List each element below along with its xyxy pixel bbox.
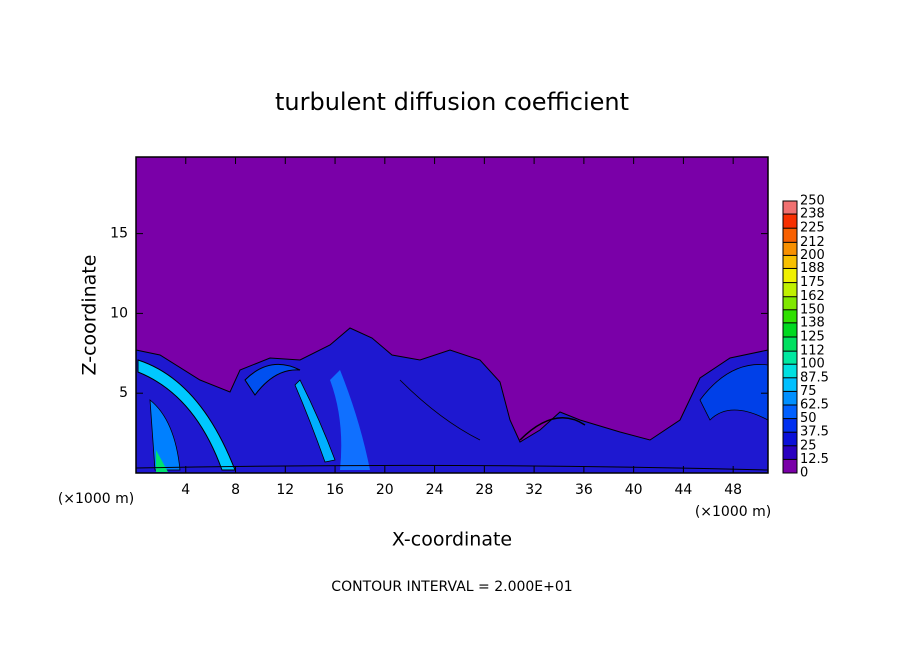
- x-tick-label: 12: [276, 482, 294, 498]
- field-region: [156, 450, 168, 472]
- field-region: [135, 327, 769, 474]
- y-tick-label: 15: [110, 226, 128, 242]
- field-region: [149, 399, 181, 471]
- colorbar-tick-label: 150: [800, 302, 825, 317]
- colorbar-segment: [783, 445, 797, 460]
- contour-line: [135, 464, 769, 471]
- colorbar-segment: [783, 364, 797, 378]
- field-region: [330, 370, 370, 470]
- colorbar-tick-label: 250: [800, 194, 825, 209]
- x-tick-label: 24: [426, 482, 444, 498]
- x-tick-label: 48: [724, 482, 742, 498]
- colorbar-tick-label: 200: [800, 248, 825, 263]
- chart-title: turbulent diffusion coefficient: [275, 88, 629, 116]
- plot-frame: [135, 156, 769, 474]
- x-tick-label: 16: [326, 482, 344, 498]
- colorbar-tick-label: 62.5: [800, 398, 829, 413]
- colorbar-segment: [783, 351, 797, 365]
- colorbar-segment: [783, 459, 797, 473]
- colorbar-tick-label: 25: [800, 438, 817, 453]
- colorbar-segment: [783, 309, 797, 323]
- x-tick-label: 32: [525, 482, 543, 498]
- colorbar-segment: [783, 377, 797, 392]
- colorbar-tick-label: 37.5: [800, 425, 829, 440]
- contour-line: [399, 379, 481, 441]
- colorbar-tick-label: 125: [800, 330, 825, 345]
- field: [135, 157, 769, 474]
- colorbar-segment: [783, 282, 797, 297]
- colorbar-segment: [783, 268, 797, 283]
- colorbar-tick-label: 87.5: [800, 370, 829, 385]
- y-axis-label: Z-coordinate: [79, 255, 101, 376]
- x-tick-label: 44: [674, 482, 692, 498]
- contour-note: CONTOUR INTERVAL = 2.000E+01: [331, 579, 572, 595]
- x-tick-label: 20: [376, 482, 394, 498]
- contour-line: [519, 417, 586, 441]
- y-tick-label: 5: [119, 385, 128, 401]
- colorbar-tick-label: 175: [800, 275, 825, 290]
- colorbar-segment: [783, 391, 797, 405]
- x-tick-label: 8: [231, 482, 240, 498]
- field-region: [244, 363, 301, 396]
- colorbar-segment: [783, 405, 797, 419]
- colorbar-tick-label: 212: [800, 235, 825, 250]
- x-axis-label: X-coordinate: [392, 529, 512, 551]
- colorbar-segment: [783, 228, 797, 243]
- x-tick-label: 40: [625, 482, 643, 498]
- x-unit-label: (×1000 m): [58, 491, 134, 507]
- colorbar-tick-label: 12.5: [800, 452, 829, 467]
- colorbar-tick-label: 188: [800, 261, 825, 276]
- colorbar-segment: [783, 296, 797, 310]
- field-region: [137, 359, 236, 471]
- colorbar-tick-label: 50: [800, 411, 817, 426]
- x-tick-label: 4: [181, 482, 190, 498]
- colorbar-segment: [783, 201, 797, 215]
- y-tick-label: 10: [110, 305, 128, 321]
- x-unit-label: (×1000 m): [695, 504, 771, 520]
- colorbar-segment: [783, 337, 797, 352]
- colorbar-tick-label: 0: [800, 466, 808, 481]
- x-tick-label: 36: [575, 482, 593, 498]
- colorbar-tick-label: 162: [800, 289, 825, 304]
- colorbar-tick-label: 225: [800, 221, 825, 236]
- colorbar-segment: [783, 432, 797, 446]
- colorbar-segment: [783, 242, 797, 256]
- colorbar-segment: [783, 322, 797, 337]
- colorbar-tick-label: 112: [800, 344, 825, 359]
- colorbar-segment: [783, 214, 797, 229]
- colorbar-tick-label: 138: [800, 315, 825, 330]
- colorbar-tick-label: 238: [800, 207, 825, 222]
- field-region: [294, 379, 336, 463]
- colorbar-tick-label: 75: [800, 384, 817, 399]
- colorbar-segment: [783, 255, 797, 269]
- x-tick-label: 28: [475, 482, 493, 498]
- colorbar-tick-label: 100: [800, 357, 825, 372]
- colorbar-segment: [783, 418, 797, 433]
